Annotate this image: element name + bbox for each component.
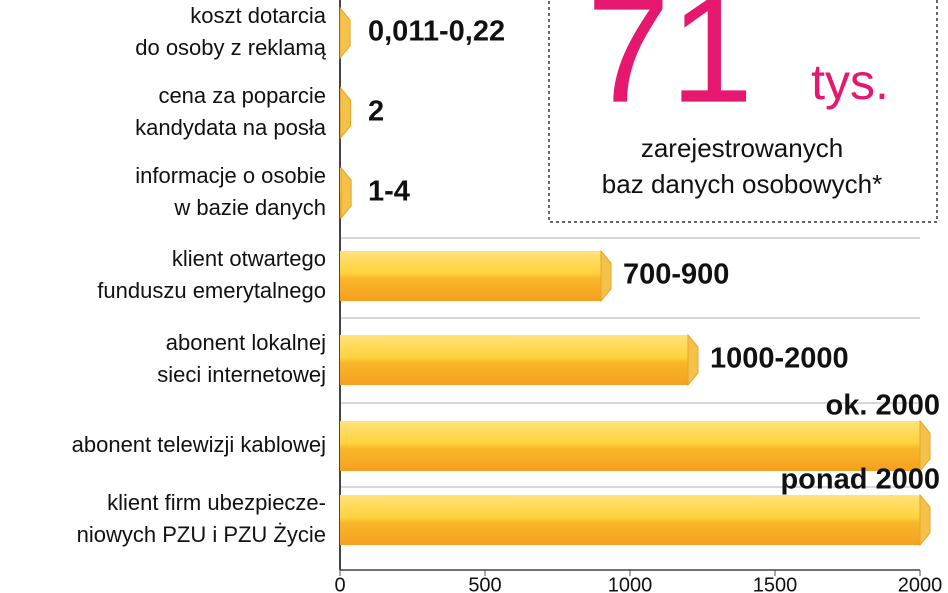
value-label: 700-900 <box>623 259 729 291</box>
bar-cap <box>687 333 699 387</box>
annotation-unit: tys. <box>811 54 889 110</box>
value-label: 1-4 <box>368 176 410 208</box>
value-label: 0,011-0,22 <box>368 16 505 48</box>
value-label: 2 <box>368 96 384 128</box>
bar <box>340 421 920 471</box>
bar <box>340 168 342 218</box>
value-label: ok. 2000 <box>826 390 940 422</box>
x-tick-label: 1500 <box>753 574 798 593</box>
category-label: abonent lokalnej sieci internetowej <box>157 330 326 387</box>
value-label: 1000-2000 <box>710 343 849 375</box>
bar-cap <box>340 86 352 140</box>
category-label: abonent telewizji kablowej <box>72 432 326 457</box>
x-tick-label: 1000 <box>608 574 653 593</box>
bar-cap <box>919 493 931 547</box>
category-label: klient otwartego funduszu emerytalnego <box>97 246 326 303</box>
x-tick-label: 2000 <box>898 574 943 593</box>
bar-cap <box>600 249 612 303</box>
x-tick-label: 500 <box>468 574 501 593</box>
value-label: ponad 2000 <box>780 464 940 496</box>
bar <box>340 335 688 385</box>
category-label: klient firm ubezpiecze-niowych PZU i PZU… <box>77 490 326 547</box>
bar-cap <box>340 166 352 220</box>
annotation-number: 71 <box>587 0 754 134</box>
x-tick-label: 0 <box>334 574 345 593</box>
bar <box>340 495 920 545</box>
bar-cap <box>339 6 351 60</box>
annotation-text: zarejestrowanych baz danych osobowych* <box>602 133 882 199</box>
category-label: koszt dotarcia do osoby z reklamą <box>135 3 327 60</box>
bar <box>340 251 601 301</box>
category-label: cena za poparcie kandydata na posła <box>135 83 327 140</box>
category-label: informacje o osobie w bazie danych <box>135 163 326 220</box>
bar-cap <box>919 419 931 473</box>
annotation-box <box>548 0 938 223</box>
